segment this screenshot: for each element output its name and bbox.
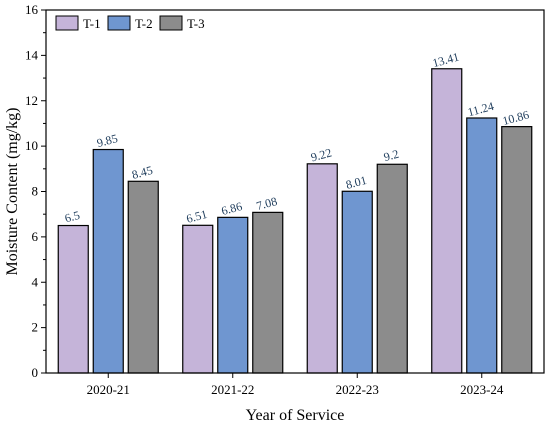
y-axis: 0 2 4 6 8 10 12 14 16 (25, 2, 46, 380)
bar-t-1-2022-23 (306, 163, 338, 374)
value-labels-layer: 6.5 9.85 8.45 6.51 6.86 7.08 9.22 8.01 9.2 13.41 1… (63, 50, 530, 226)
y-tick-label: 4 (32, 274, 39, 289)
x-axis: 2020-21 2021-22 2022-23 2023-24 (87, 373, 504, 397)
bar-value-label: 8.01 (344, 173, 368, 192)
bar-t-2-2020-21 (92, 148, 124, 374)
bar-t-1-2021-22 (182, 224, 214, 374)
x-tick-label: 2021-22 (211, 382, 254, 397)
y-tick-label: 6 (32, 229, 39, 244)
bar-value-label: 9.22 (309, 145, 333, 164)
bar-t-3-2021-22 (252, 211, 284, 374)
legend-swatch (107, 15, 131, 31)
bar-t-3-2023-24 (501, 126, 533, 374)
bar-value-label: 8.45 (130, 163, 154, 182)
bar-t-3-2022-23 (376, 163, 408, 374)
y-tick-label: 8 (32, 184, 39, 199)
bar-value-label: 6.5 (63, 208, 81, 225)
bar-t-1-2023-24 (431, 68, 463, 374)
legend: T-1 T-2 T-3 (55, 15, 205, 31)
bar-t-1-2020-21 (57, 224, 89, 374)
y-tick-label: 16 (25, 2, 39, 17)
bar-value-label: 6.51 (185, 207, 209, 226)
y-tick-label: 0 (32, 365, 39, 380)
bar-t-3-2020-21 (127, 180, 159, 374)
x-tick-label: 2022-23 (336, 382, 379, 397)
x-tick-label: 2020-21 (87, 382, 130, 397)
legend-swatch (159, 15, 183, 31)
legend-label: T-1 (83, 16, 101, 31)
bar-value-label: 7.08 (255, 194, 279, 213)
y-tick-label: 14 (25, 47, 39, 62)
x-tick-label: 2023-24 (460, 382, 504, 397)
bar-value-label: 6.86 (220, 199, 244, 218)
legend-label: T-2 (135, 16, 153, 31)
legend-label: T-3 (187, 16, 205, 31)
y-tick-label: 12 (25, 93, 38, 108)
bar-value-label: 13.41 (431, 50, 461, 71)
bar-t-2-2023-24 (466, 117, 498, 374)
legend-swatch (55, 15, 79, 31)
y-tick-label: 2 (32, 320, 39, 335)
y-axis-title: Moisture Content (mg/kg) (4, 108, 21, 276)
bar-value-label: 9.2 (382, 147, 400, 164)
bar-t-2-2022-23 (341, 190, 373, 374)
bar-value-label: 11.24 (466, 99, 495, 119)
bar-value-label: 10.86 (501, 107, 531, 128)
bar-t-2-2021-22 (217, 216, 249, 374)
y-tick-label: 10 (25, 138, 38, 153)
x-axis-title: Year of Service (246, 407, 345, 424)
bars-layer (57, 68, 533, 374)
bar-value-label: 9.85 (95, 131, 119, 150)
